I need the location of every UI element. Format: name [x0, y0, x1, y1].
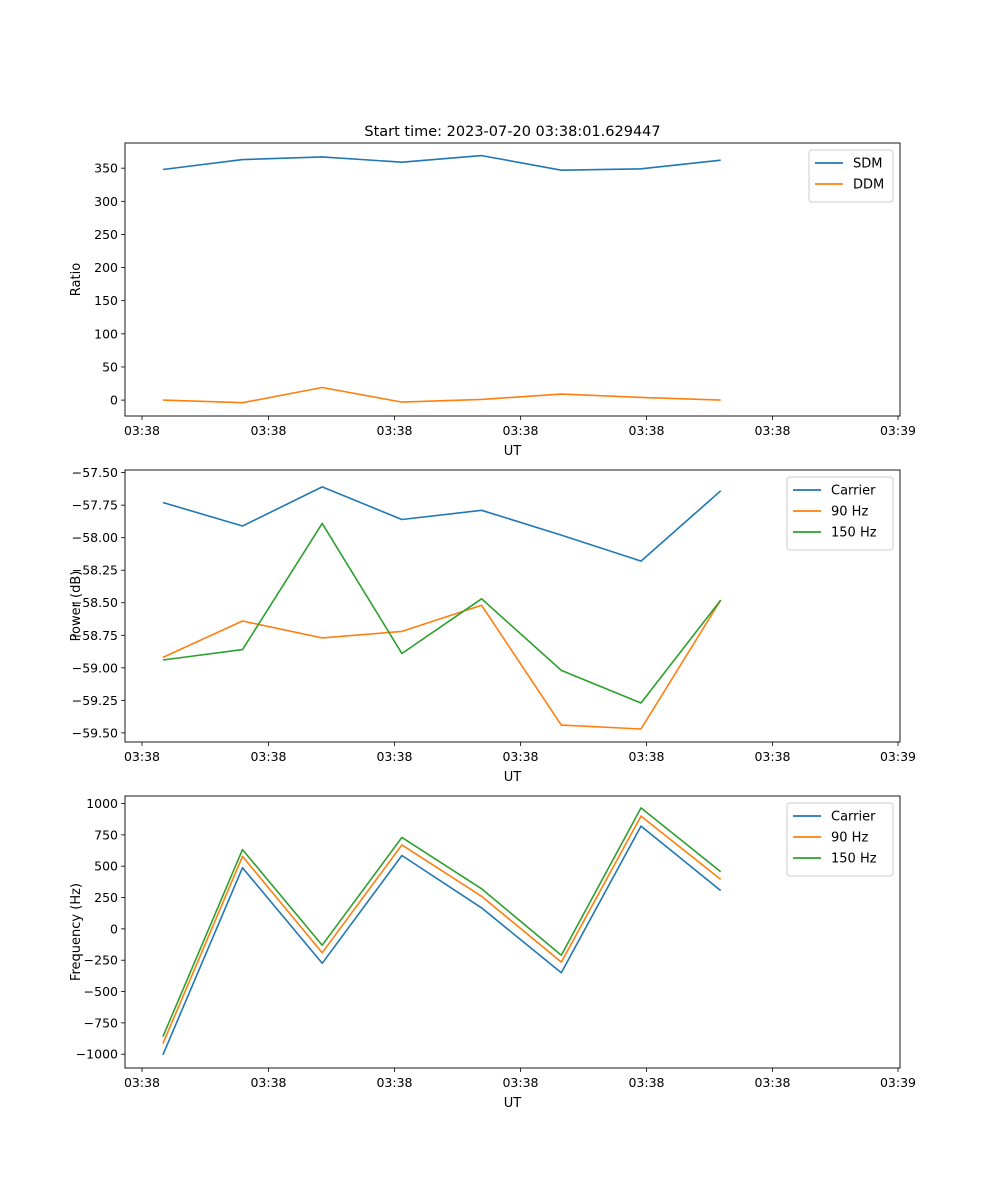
x-tick-label: 03:38 [250, 1075, 286, 1090]
series-line-carrier [162, 486, 722, 562]
legend: Carrier 90 Hz 150 Hz [786, 802, 894, 877]
series-line-sdm [162, 154, 721, 171]
axes-frame [124, 469, 901, 743]
y-tick-label: −500 [84, 984, 118, 999]
legend: SDM DDM [808, 149, 894, 203]
y-tick-label: −58.50 [72, 595, 118, 610]
y-tick-label: 150 [94, 293, 118, 308]
x-tick-label: 03:38 [250, 749, 286, 764]
x-tick-label: 03:38 [376, 423, 412, 438]
y-tick-label: 1000 [86, 796, 118, 811]
x-tick-label: 03:38 [250, 423, 286, 438]
y-tick-label: −58.25 [72, 563, 118, 578]
x-tick-label: 03:38 [628, 749, 664, 764]
x-tick-label: 03:38 [628, 1075, 664, 1090]
series-line-150-hz [162, 807, 722, 1038]
legend: Carrier 90 Hz 150 Hz [786, 476, 894, 551]
y-tick-label: 0 [110, 393, 118, 408]
y-tick-label: −59.25 [72, 693, 118, 708]
chart-panel-3: −1000 −750 −500 −250 0 250 500 750 1000 03:38 03:3… [69, 795, 916, 1111]
y-tick-label: 200 [94, 260, 118, 275]
x-tick-label: 03:39 [880, 1075, 916, 1090]
x-tick-label: 03:38 [754, 1075, 790, 1090]
x-tick-label: 03:39 [880, 423, 916, 438]
x-tick-label: 03:38 [628, 423, 664, 438]
x-tick-label: 03:38 [754, 423, 790, 438]
x-tick-label: 03:38 [502, 423, 538, 438]
y-tick-label: 50 [102, 359, 118, 374]
y-tick-label: −58.75 [72, 628, 118, 643]
x-tick-label: 03:38 [502, 749, 538, 764]
figure-title: Start time: 2023-07-20 03:38:01.629447 [364, 124, 660, 140]
y-tick-label: −750 [84, 1015, 118, 1030]
y-tick-label: 500 [94, 859, 118, 874]
y-tick-label: 250 [94, 227, 118, 242]
x-tick-label: 03:38 [124, 423, 160, 438]
x-tick-label: 03:38 [376, 1075, 412, 1090]
series-line-90-hz [162, 815, 722, 1044]
y-tick-label: −59.00 [72, 660, 118, 675]
x-tick-label: 03:39 [880, 749, 916, 764]
x-tick-label: 03:38 [502, 1075, 538, 1090]
y-tick-label: 300 [94, 194, 118, 209]
y-tick-label: 250 [94, 890, 118, 905]
series-line-150-hz [162, 522, 722, 704]
y-axis-label: Frequency (Hz) [69, 883, 84, 981]
y-tick-label: −59.50 [72, 725, 118, 740]
y-tick-label: −1000 [76, 1047, 118, 1062]
series-line-carrier [162, 825, 722, 1056]
legend-label: 150 Hz [831, 526, 877, 541]
x-axis-label: UT [504, 444, 522, 459]
y-tick-label: 350 [94, 161, 118, 176]
x-tick-label: 03:38 [376, 749, 412, 764]
chart-panel-2: −59.50 −59.25 −59.00 −58.75 −58.50 −58.25 −58.… [69, 465, 916, 785]
panels: 0 50 100 150 200 250 300 350 03:38 03:38 03:38 03:3… [69, 142, 916, 1111]
y-tick-label: −57.75 [72, 498, 118, 513]
axes-frame [124, 142, 901, 417]
legend-label: 90 Hz [831, 505, 868, 520]
y-axis-label: Power (dB) [69, 571, 84, 642]
series-line-ddm [162, 386, 721, 404]
y-tick-label: −58.00 [72, 530, 118, 545]
legend-label: DDM [853, 178, 884, 193]
y-tick-label: 100 [94, 326, 118, 341]
y-tick-label: 750 [94, 827, 118, 842]
legend-label: SDM [853, 157, 882, 172]
x-axis-label: UT [504, 770, 522, 785]
legend-label: 150 Hz [831, 852, 877, 867]
series-line-90-hz [162, 599, 722, 730]
x-tick-label: 03:38 [124, 749, 160, 764]
y-axis-label: Ratio [69, 263, 84, 296]
legend-label: Carrier [831, 484, 876, 499]
legend-label: 90 Hz [831, 831, 868, 846]
x-tick-label: 03:38 [754, 749, 790, 764]
y-tick-label: −250 [84, 953, 118, 968]
x-axis-label: UT [504, 1096, 522, 1111]
chart-panel-1: 0 50 100 150 200 250 300 350 03:38 03:38 03:38 03:3… [69, 142, 916, 459]
y-tick-label: 0 [110, 921, 118, 936]
y-tick-label: −57.50 [72, 465, 118, 480]
legend-label: Carrier [831, 810, 876, 825]
x-tick-label: 03:38 [124, 1075, 160, 1090]
axes-frame [124, 795, 901, 1069]
